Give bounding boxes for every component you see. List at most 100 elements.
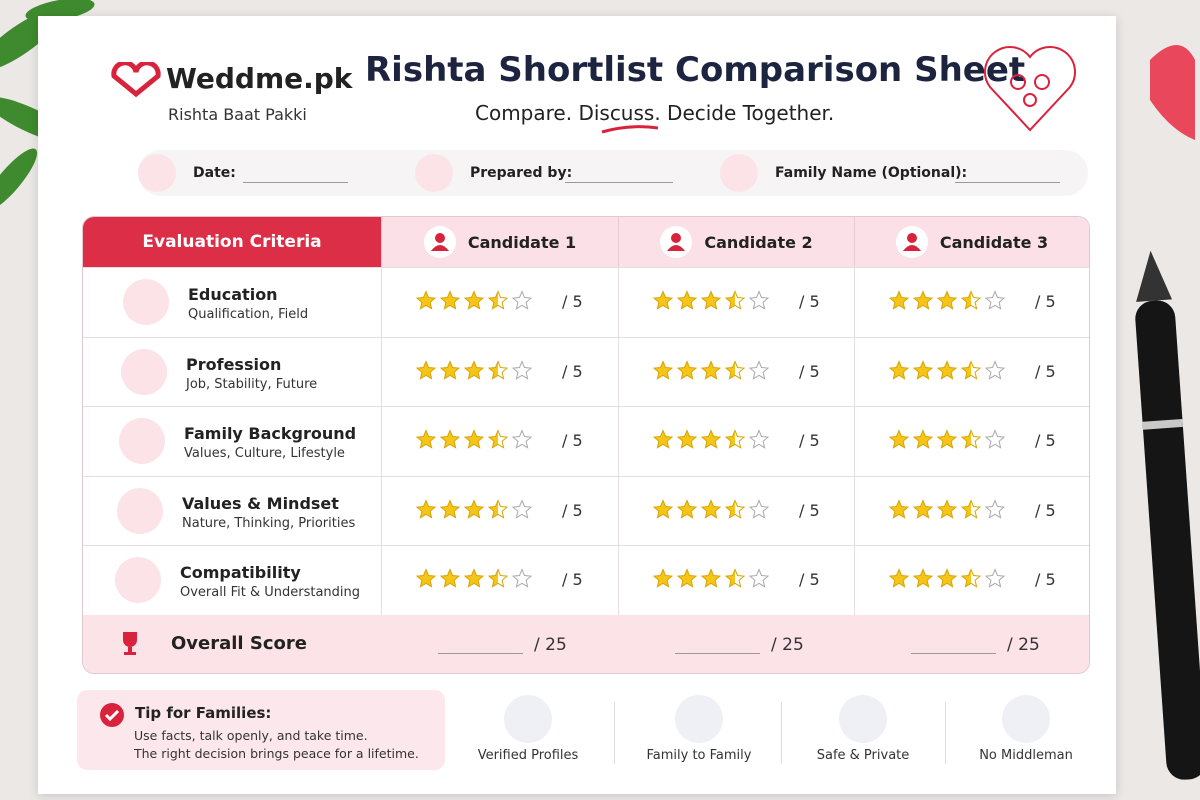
total-scale: / 25 xyxy=(534,634,567,655)
avatar-body xyxy=(667,245,686,251)
criteria-title: Family Background xyxy=(184,424,357,443)
avatar-body xyxy=(902,245,921,251)
row-line xyxy=(83,336,1089,338)
star xyxy=(724,290,746,310)
star-rating xyxy=(888,359,1006,380)
star xyxy=(415,359,437,380)
field-blank xyxy=(565,182,673,183)
column-line xyxy=(854,267,855,673)
star xyxy=(888,359,910,380)
star xyxy=(936,568,958,588)
star xyxy=(676,498,698,519)
star xyxy=(439,568,461,588)
star xyxy=(511,498,533,519)
star xyxy=(960,290,982,310)
star xyxy=(724,429,746,449)
total-scale: / 25 xyxy=(771,634,804,655)
star xyxy=(984,429,1006,449)
star xyxy=(439,498,461,519)
feature-divider xyxy=(944,702,946,764)
star xyxy=(439,359,461,380)
star xyxy=(415,429,437,449)
table-header: Evaluation Criteria xyxy=(83,217,381,267)
criteria-desc: Qualification, Field xyxy=(188,307,309,322)
rating-scale: / 5 xyxy=(799,361,820,381)
star xyxy=(487,568,509,588)
row-line xyxy=(83,406,1089,407)
tip-title: Tip for Families: xyxy=(135,704,272,722)
rating-scale: / 5 xyxy=(1035,292,1056,311)
rating-scale: / 5 xyxy=(799,570,820,589)
star xyxy=(888,498,910,519)
star xyxy=(652,290,674,310)
tip-line: Use facts, talk openly, and take time. xyxy=(134,728,368,743)
criteria-title: Compatibility xyxy=(180,563,301,582)
field-label: Family Name (Optional): xyxy=(775,165,968,181)
avatar-body xyxy=(430,245,449,251)
criteria-desc: Values, Culture, Lifestyle xyxy=(184,446,345,461)
star xyxy=(463,568,485,588)
total-label: Overall Score xyxy=(171,632,307,654)
rating-scale: / 5 xyxy=(1035,500,1056,520)
star xyxy=(936,498,958,519)
avatar-head xyxy=(671,233,682,243)
star xyxy=(676,429,698,449)
star xyxy=(676,359,698,380)
feature-divider xyxy=(613,702,615,764)
star xyxy=(652,498,674,519)
star-rating xyxy=(888,290,1006,310)
star xyxy=(984,498,1006,519)
row-line xyxy=(83,267,1089,268)
star xyxy=(912,290,934,310)
star xyxy=(652,568,674,588)
feature-label: No Middleman xyxy=(979,748,1073,763)
star xyxy=(936,429,958,449)
star xyxy=(463,498,485,519)
star xyxy=(439,290,461,310)
star xyxy=(487,290,509,310)
candidate-name: Candidate 2 xyxy=(704,232,813,252)
rating-scale: / 5 xyxy=(562,431,583,450)
feature-label: Safe & Private xyxy=(816,748,910,763)
star xyxy=(984,359,1006,380)
field-label: Prepared by: xyxy=(470,165,573,181)
candidate-header: Candidate 3 xyxy=(854,217,1089,267)
star xyxy=(511,359,533,380)
star xyxy=(724,568,746,588)
comparison-table: Evaluation Criteria Candidate 1 Candidate … xyxy=(82,216,1090,674)
star xyxy=(652,359,674,380)
star xyxy=(700,429,722,449)
star xyxy=(724,359,746,380)
star xyxy=(912,568,934,588)
field-label: Date: xyxy=(193,165,236,181)
star xyxy=(487,429,509,449)
star-rating xyxy=(652,498,770,519)
star-rating xyxy=(415,498,533,519)
feature-icon xyxy=(675,695,723,743)
star xyxy=(463,290,485,310)
rating-scale: / 5 xyxy=(562,500,583,520)
star xyxy=(912,429,934,449)
star xyxy=(748,290,770,310)
criteria-icon xyxy=(117,487,163,534)
feature-icon xyxy=(504,695,552,743)
criteria-icon xyxy=(123,279,169,325)
rating-scale: / 5 xyxy=(562,570,583,589)
score-blank xyxy=(438,652,523,654)
star xyxy=(700,359,722,380)
star xyxy=(748,429,770,449)
star xyxy=(960,359,982,380)
feature-label: Verified Profiles xyxy=(477,748,579,763)
field-icon xyxy=(720,154,758,192)
star xyxy=(748,568,770,588)
rating-scale: / 5 xyxy=(799,431,820,450)
candidate-name: Candidate 1 xyxy=(467,232,577,252)
criteria-title: Values & Mindset xyxy=(182,493,339,513)
criteria-desc: Overall Fit & Understanding xyxy=(180,585,361,600)
criteria-desc: Nature, Thinking, Priorities xyxy=(182,515,356,531)
criteria-title: Education xyxy=(188,285,278,304)
star xyxy=(960,498,982,519)
star xyxy=(463,359,485,380)
star xyxy=(724,498,746,519)
column-line xyxy=(381,267,382,673)
